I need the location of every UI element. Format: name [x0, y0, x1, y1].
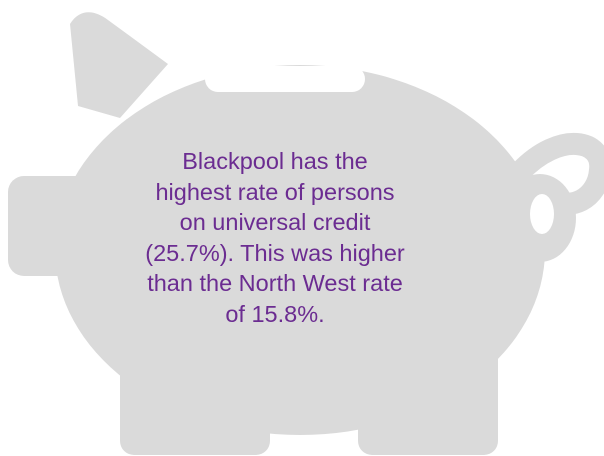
callout-line: (25.7%). This was higher: [145, 239, 405, 266]
pig-snout: [8, 176, 108, 276]
pig-back-leg: [358, 330, 498, 455]
callout-line: than the North West rate: [147, 270, 403, 296]
pig-front-leg: [120, 330, 270, 455]
coin-slot: [205, 66, 365, 92]
callout-line: on universal credit: [179, 209, 371, 235]
pig-tail-hole: [530, 194, 554, 234]
callout-line: highest rate of persons: [155, 178, 395, 205]
callout-line: Blackpool has the: [182, 148, 368, 174]
callout-text: Blackpool has the highest rate of person…: [90, 146, 460, 329]
callout-line: of 15.8%.: [225, 300, 325, 327]
pig-ear: [70, 12, 168, 118]
